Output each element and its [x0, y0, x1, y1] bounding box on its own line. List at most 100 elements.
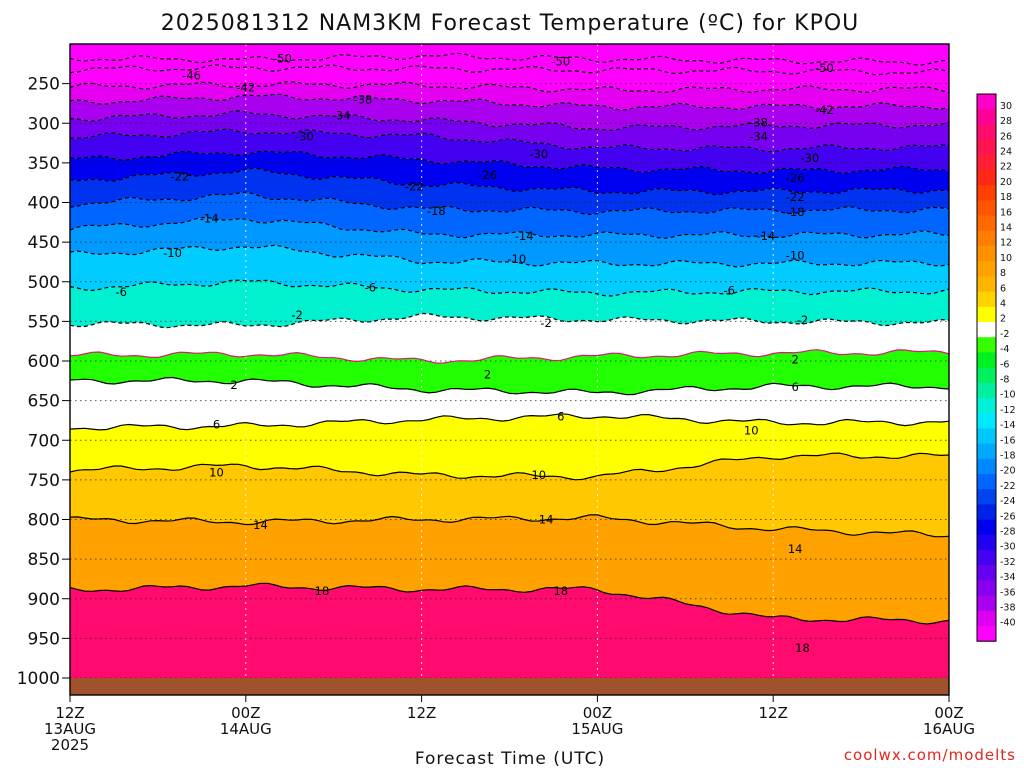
band — [70, 349, 949, 395]
colorbar-label: -32 — [1000, 557, 1016, 568]
colorbar-label: -16 — [1000, 435, 1016, 446]
colorbar-swatch — [977, 109, 996, 125]
band — [70, 64, 949, 93]
isotherm-line — [70, 93, 949, 111]
colorbar-label: -6 — [1000, 359, 1009, 370]
contour-label: 2 — [484, 367, 491, 381]
colorbar-label: 30 — [1000, 101, 1012, 112]
colorbar-label: -34 — [1000, 572, 1016, 583]
colorbar-label: 10 — [1000, 253, 1012, 264]
y-tick-label: 500 — [28, 273, 60, 293]
contour-label: -6 — [724, 283, 735, 297]
isotherm-line — [70, 514, 949, 538]
isotherm-line — [70, 279, 949, 297]
x-tick-label: 12Z — [759, 704, 788, 722]
contour-label: -50 — [551, 54, 570, 68]
credit-text: coolwx.com/modelts — [844, 746, 1016, 764]
colorbar-label: -10 — [1000, 390, 1016, 401]
contour-label: -2 — [291, 308, 302, 322]
y-tick-label: 850 — [28, 550, 60, 570]
band — [70, 151, 949, 195]
band — [70, 583, 949, 678]
colorbar-swatch — [977, 261, 996, 277]
x-tick-label: 00Z — [583, 704, 612, 722]
contour-label: -26 — [478, 168, 497, 182]
y-tick-label: 900 — [28, 590, 60, 610]
isotherm-line — [70, 312, 949, 329]
x-tick-label: 13AUG — [44, 720, 96, 738]
band — [70, 110, 949, 152]
contour-label: -2 — [540, 316, 551, 330]
contour-label: 18 — [553, 584, 568, 598]
isotherm-line — [70, 110, 949, 132]
temperature-bands — [70, 44, 949, 678]
x-tick-label: 15AUG — [571, 720, 623, 738]
band — [70, 245, 949, 297]
colorbar-label: 12 — [1000, 238, 1012, 249]
colorbar-label: -8 — [1000, 375, 1009, 386]
x-tick-label: 14AUG — [220, 720, 272, 738]
colorbar-label: -18 — [1000, 451, 1016, 462]
colorbar-swatch — [977, 413, 996, 429]
colorbar-label: -20 — [1000, 466, 1016, 477]
contour-label: 2 — [230, 378, 237, 392]
contour-label: -14 — [515, 229, 534, 243]
colorbar-label: -28 — [1000, 527, 1016, 538]
colorbar-label: -26 — [1000, 511, 1016, 522]
plot-frame — [69, 43, 950, 696]
isotherm-line — [70, 582, 949, 625]
isotherm-line — [70, 64, 949, 76]
chart-title: 2025081312 NAM3KM Forecast Temperature (… — [161, 11, 860, 36]
grid-lines — [70, 44, 949, 678]
colorbar-label: -24 — [1000, 496, 1016, 507]
y-tick-label: 550 — [28, 312, 60, 332]
colorbar-swatch — [977, 367, 996, 384]
colorbar-swatch — [977, 580, 996, 596]
contour-label: -42 — [815, 103, 834, 117]
colorbar-swatch — [977, 610, 996, 627]
contour-label: -10 — [786, 249, 805, 263]
colorbar-swatch — [977, 398, 996, 414]
contour-label: 6 — [213, 417, 220, 431]
contour-label: 2 — [792, 352, 799, 366]
isotherm-line — [70, 244, 949, 268]
colorbar-label: -4 — [1000, 344, 1009, 355]
colorbar-label: 4 — [1000, 299, 1006, 310]
y-tick-label: 250 — [28, 75, 60, 95]
colorbar-swatch — [977, 154, 996, 171]
colorbar-label: 14 — [1000, 223, 1012, 234]
contour-label: -34 — [749, 130, 768, 144]
colorbar-swatch — [977, 230, 996, 247]
y-tick-label: 650 — [28, 392, 60, 412]
colorbar-label: -40 — [1000, 618, 1016, 629]
isotherm-line — [70, 376, 949, 396]
colorbar-swatch — [977, 428, 996, 444]
colorbar-label: 20 — [1000, 177, 1012, 188]
band — [70, 192, 949, 239]
contour-label: 6 — [557, 409, 564, 423]
contour-label: -18 — [427, 204, 446, 218]
ground-surface — [70, 678, 949, 695]
colorbar-swatch — [977, 291, 996, 308]
x-axis-title: Forecast Time (UTC) — [415, 749, 605, 768]
colorbar-swatch — [977, 595, 996, 612]
colorbar-swatch — [977, 519, 996, 536]
isotherm-line — [70, 80, 949, 94]
contour-label: -14 — [756, 229, 775, 243]
colorbar-swatch — [977, 458, 996, 475]
colorbar-swatch — [977, 246, 996, 262]
contour-label: -30 — [800, 151, 819, 165]
colorbar-label: 24 — [1000, 147, 1012, 158]
colorbar-label: 28 — [1000, 116, 1012, 127]
colorbar-swatch — [977, 534, 996, 551]
band — [70, 514, 949, 625]
band — [70, 280, 949, 328]
colorbar-label: -14 — [1000, 420, 1016, 431]
band — [70, 377, 949, 430]
contour-label: -22 — [405, 180, 424, 194]
band — [70, 453, 949, 537]
y-tick-label: 400 — [28, 194, 60, 214]
contour-label: -46 — [182, 69, 201, 83]
contour-label: -42 — [236, 81, 255, 95]
